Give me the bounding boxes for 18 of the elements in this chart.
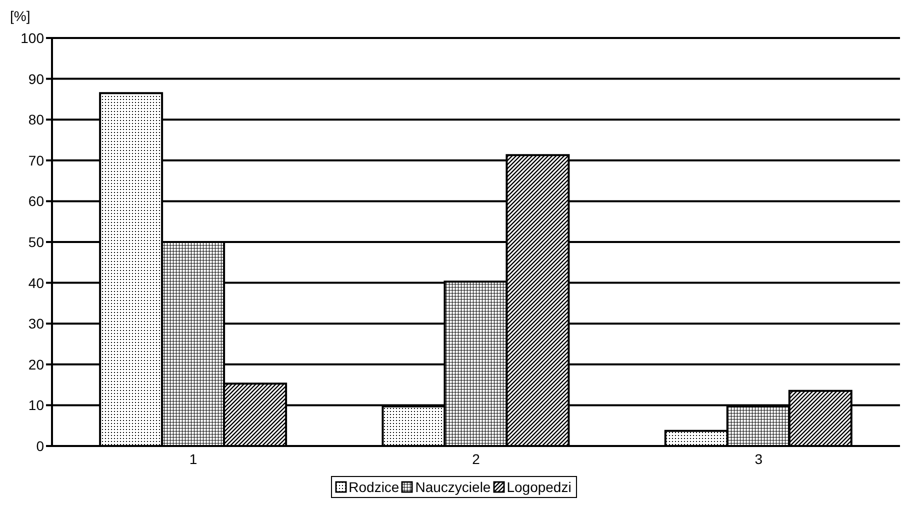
legend-label: Rodzice [348, 479, 400, 495]
y-tick-label: 30 [28, 316, 44, 332]
y-tick-label: 100 [20, 30, 44, 46]
y-tick-label: 20 [28, 356, 44, 372]
y-tick-label: 0 [36, 438, 44, 454]
x-tick-label: 3 [754, 450, 763, 467]
y-tick-label: 90 [28, 70, 44, 87]
y-tick-label: 70 [28, 152, 44, 168]
x-tick-label: 1 [189, 450, 198, 467]
legend-label: Logopedzi [506, 479, 572, 495]
y-tick-label: 80 [28, 112, 44, 128]
y-axis-title: [%] [10, 8, 30, 24]
y-tick-label: 60 [28, 193, 44, 210]
y-tick-label: 50 [28, 234, 44, 250]
y-tick-label: 10 [28, 397, 44, 414]
x-tick-label: 2 [472, 450, 480, 467]
y-tick-label: 40 [28, 274, 44, 291]
legend-label: Nauczyciele [414, 479, 491, 495]
